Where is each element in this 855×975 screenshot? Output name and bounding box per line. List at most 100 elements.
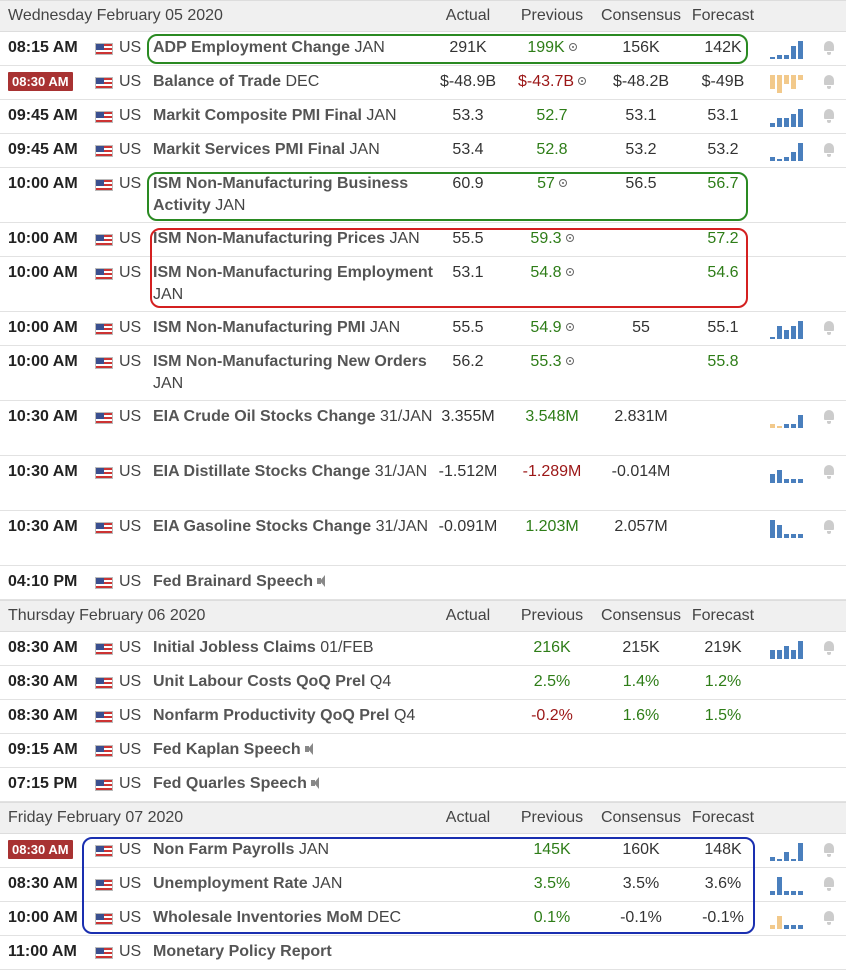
sparkline-chart[interactable]	[770, 143, 803, 161]
event-row[interactable]: 10:00 AM US ISM Non-Manufacturing New Orde…	[0, 346, 846, 401]
event-name-link[interactable]: Initial Jobless Claims 01/FEB	[153, 637, 438, 659]
sparkline-bar	[784, 478, 789, 483]
event-name-link[interactable]: ISM Non-Manufacturing Prices JAN	[153, 228, 438, 250]
us-flag-icon	[95, 268, 113, 280]
event-row[interactable]: 09:45 AM US Markit Composite PMI Final JAN…	[0, 100, 846, 134]
bell-icon[interactable]	[823, 641, 835, 655]
previous-value: 57	[507, 175, 597, 193]
bell-icon[interactable]	[823, 75, 835, 89]
sparkline-chart[interactable]	[770, 41, 803, 59]
event-name: ISM Non-Manufacturing Business Activity	[153, 175, 409, 214]
bell-icon[interactable]	[823, 109, 835, 123]
sparkline-chart[interactable]	[770, 75, 803, 93]
sparkline-bar	[770, 57, 775, 59]
bell-icon[interactable]	[823, 911, 835, 925]
event-row[interactable]: 07:15 PM US Fed Quarles Speech	[0, 768, 846, 802]
event-name-link[interactable]: EIA Distillate Stocks Change 31/JAN	[153, 461, 438, 483]
previous-text: 0.1%	[533, 909, 571, 926]
bell-icon[interactable]	[823, 143, 835, 157]
event-name-link[interactable]: ISM Non-Manufacturing Business Activity …	[153, 173, 438, 217]
event-time: 10:00 AM	[8, 319, 78, 336]
bell-icon[interactable]	[823, 843, 835, 857]
bell-icon[interactable]	[823, 41, 835, 55]
sparkline-chart[interactable]	[770, 520, 803, 538]
event-name-link[interactable]: Monetary Policy Report	[153, 941, 438, 963]
event-period: 31/JAN	[380, 408, 433, 425]
event-name-link[interactable]: ISM Non-Manufacturing New Orders JAN	[153, 351, 438, 395]
event-row[interactable]: 08:30 AM US Non Farm Payrolls JAN 145K 160K 1…	[0, 834, 846, 868]
bell-icon[interactable]	[823, 877, 835, 891]
us-flag-icon	[95, 779, 113, 791]
event-row[interactable]: 10:00 AM US ISM Non-Manufacturing Business…	[0, 168, 846, 223]
consensus-text: 156K	[622, 39, 660, 56]
event-name-link[interactable]: Fed Brainard Speech	[153, 571, 438, 593]
event-name-link[interactable]: Nonfarm Productivity QoQ Prel Q4	[153, 705, 438, 727]
event-row[interactable]: 10:30 AM US EIA Crude Oil Stocks Change 31…	[0, 401, 846, 456]
forecast-value: 53.1	[678, 107, 768, 125]
event-name-link[interactable]: Markit Composite PMI Final JAN	[153, 105, 438, 127]
event-name-link[interactable]: Balance of Trade DEC	[153, 71, 438, 93]
event-row[interactable]: 10:00 AM US ISM Non-Manufacturing Prices J…	[0, 223, 846, 257]
event-name-link[interactable]: Markit Services PMI Final JAN	[153, 139, 438, 161]
sparkline-chart[interactable]	[770, 911, 803, 929]
country-code: US	[119, 264, 142, 281]
event-row[interactable]: 08:30 AM US Initial Jobless Claims 01/FEB 2…	[0, 632, 846, 666]
bell-icon[interactable]	[823, 520, 835, 534]
event-name-link[interactable]: Fed Kaplan Speech	[153, 739, 438, 761]
event-row[interactable]: 08:30 AM US Unemployment Rate JAN 3.5% 3.5% 3…	[0, 868, 846, 902]
event-name: ISM Non-Manufacturing New Orders	[153, 353, 427, 370]
previous-text: 59.3	[530, 230, 562, 247]
event-row[interactable]: 10:00 AM US Wholesale Inventories MoM DEC 0…	[0, 902, 846, 936]
event-row[interactable]: 04:10 PM US Fed Brainard Speech	[0, 566, 846, 600]
bell-icon[interactable]	[823, 321, 835, 335]
event-name-link[interactable]: Unemployment Rate JAN	[153, 873, 438, 895]
event-name-link[interactable]: ISM Non-Manufacturing PMI JAN	[153, 317, 438, 339]
event-row[interactable]: 10:30 AM US EIA Gasoline Stocks Change 31/…	[0, 511, 846, 566]
sparkline-chart[interactable]	[770, 641, 803, 659]
event-row[interactable]: 11:00 AM US Monetary Policy Report	[0, 936, 846, 970]
country-code: US	[119, 673, 142, 690]
actual-text: 53.4	[452, 141, 484, 158]
sparkline-chart[interactable]	[770, 877, 803, 895]
event-name-link[interactable]: Wholesale Inventories MoM DEC	[153, 907, 438, 929]
event-row[interactable]: 10:30 AM US EIA Distillate Stocks Change 3…	[0, 456, 846, 511]
event-name: ISM Non-Manufacturing Prices	[153, 230, 386, 247]
consensus-text: 53.1	[625, 107, 657, 124]
previous-value: -0.2%	[507, 707, 597, 725]
actual-value: 53.1	[423, 264, 513, 282]
event-row[interactable]: 08:30 AM US Balance of Trade DEC $-48.9B $-4…	[0, 66, 846, 100]
country-code: US	[119, 408, 142, 425]
event-row[interactable]: 09:15 AM US Fed Kaplan Speech	[0, 734, 846, 768]
sparkline-chart[interactable]	[770, 465, 803, 483]
event-row[interactable]: 08:30 AM US Nonfarm Productivity QoQ Prel …	[0, 700, 846, 734]
actual-value: -0.091M	[423, 518, 513, 536]
previous-text: -1.289M	[522, 463, 582, 480]
event-name-link[interactable]: ADP Employment Change JAN	[153, 37, 438, 59]
event-row[interactable]: 09:45 AM US Markit Services PMI Final JAN 5…	[0, 134, 846, 168]
bell-icon[interactable]	[823, 465, 835, 479]
event-time: 09:45 AM	[8, 107, 78, 124]
event-name-link[interactable]: ISM Non-Manufacturing Employment JAN	[153, 262, 438, 306]
sparkline-chart[interactable]	[770, 410, 803, 428]
event-name-link[interactable]: EIA Crude Oil Stocks Change 31/JAN	[153, 406, 438, 428]
event-name-link[interactable]: EIA Gasoline Stocks Change 31/JAN	[153, 516, 438, 538]
sparkline-chart[interactable]	[770, 321, 803, 339]
sparkline-chart[interactable]	[770, 109, 803, 127]
event-row[interactable]: 10:00 AM US ISM Non-Manufacturing Employme…	[0, 257, 846, 312]
consensus-value: 215K	[596, 639, 686, 657]
previous-value: 54.8	[507, 264, 597, 282]
bell-icon[interactable]	[823, 410, 835, 424]
sparkline-chart[interactable]	[770, 843, 803, 861]
event-name-link[interactable]: Unit Labour Costs QoQ Prel Q4	[153, 671, 438, 693]
sparkline-bar	[784, 645, 789, 659]
event-row[interactable]: 10:00 AM US ISM Non-Manufacturing PMI JAN 5…	[0, 312, 846, 346]
actual-text: $-48.9B	[439, 73, 497, 90]
country-code: US	[119, 909, 142, 926]
forecast-text: 142K	[704, 39, 742, 56]
event-row[interactable]: 08:15 AM US ADP Employment Change JAN 291K 1…	[0, 32, 846, 66]
event-name: Unemployment Rate	[153, 875, 308, 892]
country-code: US	[119, 639, 142, 656]
event-name-link[interactable]: Non Farm Payrolls JAN	[153, 839, 438, 861]
event-row[interactable]: 08:30 AM US Unit Labour Costs QoQ Prel Q4 2…	[0, 666, 846, 700]
event-name-link[interactable]: Fed Quarles Speech	[153, 773, 438, 795]
